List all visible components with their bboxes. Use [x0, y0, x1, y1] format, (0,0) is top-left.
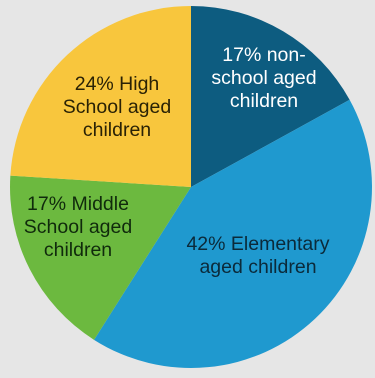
- pie-slices: [10, 6, 372, 368]
- pie-slice-label-0: 17% non-school aged children: [211, 44, 316, 112]
- pie-slice-label-line: 24% High: [75, 73, 160, 95]
- pie-slice-label-3: 24% High School aged children: [63, 73, 171, 141]
- pie-slice-label-2: 17% Middle School aged children: [24, 193, 132, 261]
- pie-slice-label-line: aged children: [199, 256, 316, 278]
- pie-slice-label-line: 17% Middle: [27, 193, 129, 215]
- pie-slice-label-line: School aged: [24, 216, 132, 238]
- pie-slice-label-line: 17% non-: [222, 44, 305, 66]
- pie-slice-label-line: children: [83, 119, 151, 141]
- pie-slice-label-line: children: [230, 90, 298, 112]
- pie-slice-label-line: school aged: [211, 67, 316, 89]
- pie-slice-1: [94, 99, 372, 368]
- pie-slice-2: [10, 175, 191, 340]
- pie-slice-label-line: children: [44, 239, 112, 261]
- pie-slice-label-1: 42% Elementary aged children: [186, 233, 329, 278]
- pie-slice-0: [191, 6, 350, 187]
- pie-slice-label-line: School aged: [63, 96, 171, 118]
- pie-slice-label-line: 42% Elementary: [186, 233, 329, 255]
- pie-slice-3: [10, 6, 191, 187]
